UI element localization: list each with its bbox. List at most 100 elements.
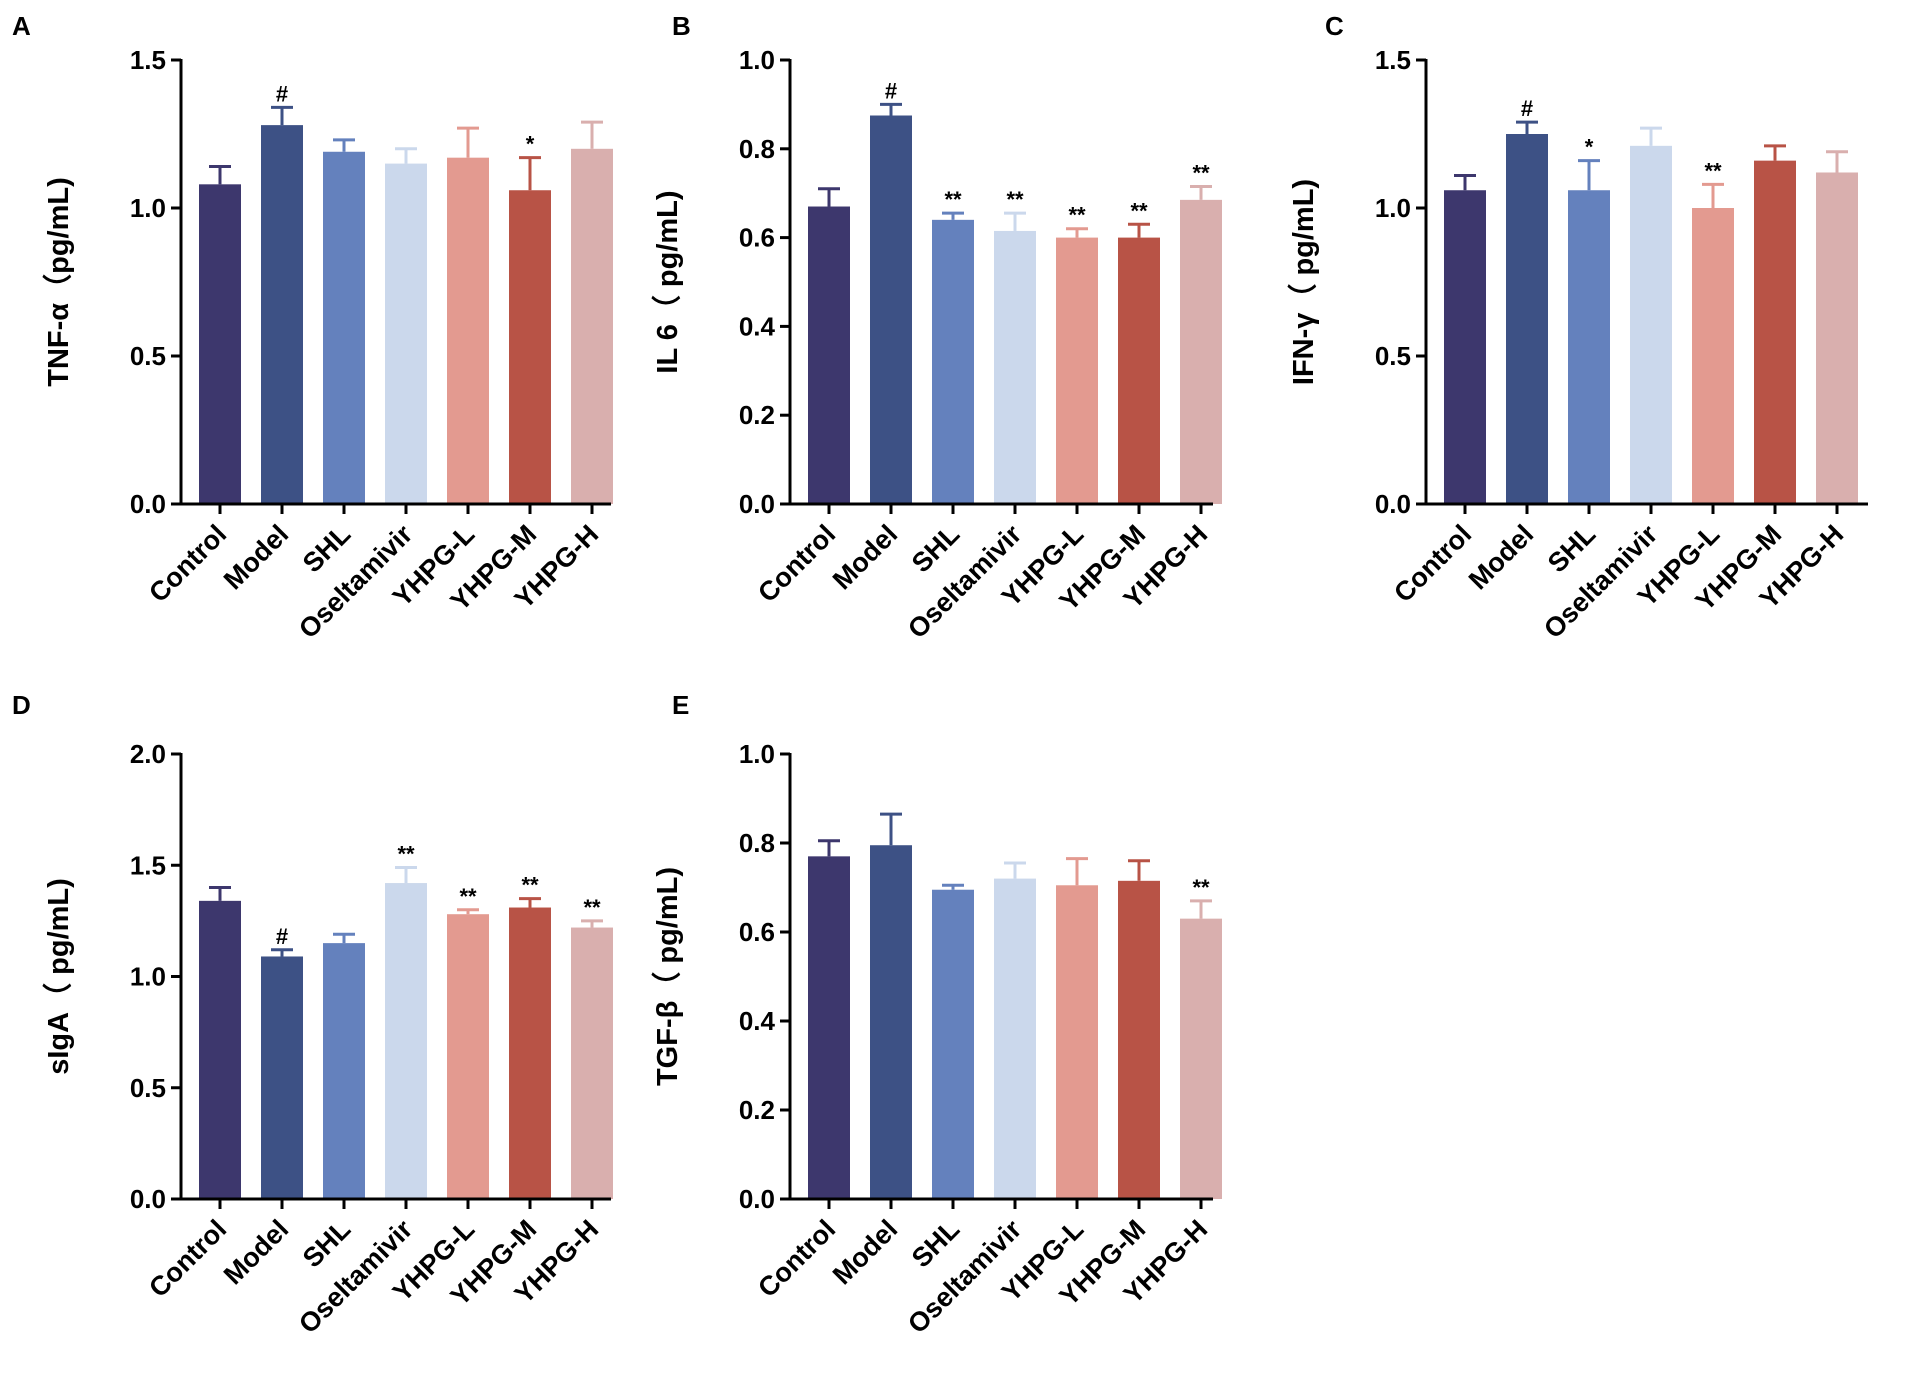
significance-mark: ** [521,873,539,898]
bar-yhpg-m [1754,160,1796,504]
y-tick-label: 0.4 [739,311,776,341]
y-axis-title: IFN-γ（ pg/mL) [1287,179,1320,385]
bar-control [1444,190,1486,505]
y-tick-label: 0.6 [739,223,775,253]
bar-yhpg-h [1180,918,1222,1199]
bar-yhpg-l [447,157,489,504]
significance-mark: ** [1130,198,1148,223]
y-tick-label: 0.5 [130,1073,166,1103]
bar-yhpg-l [1056,885,1098,1199]
y-axis-title: TGF-β（ pg/mL) [651,867,684,1086]
y-tick-label: 1.0 [739,45,775,75]
significance-mark: ** [1068,203,1086,228]
bar-model [870,845,912,1199]
bar-shl [932,889,974,1199]
bar-control [199,900,241,1199]
significance-mark: ** [1006,187,1024,212]
category-label: Control [752,1214,841,1303]
y-tick-label: 0.2 [739,400,775,430]
panel-letter: C [1325,11,1344,41]
y-tick-label: 0.0 [739,489,775,519]
y-axis-title: TNF-α（pg/mL) [42,177,75,387]
y-tick-label: 1.0 [130,962,166,992]
significance-mark: * [526,132,535,157]
bar-shl [323,943,365,1199]
panel-letter: D [12,690,31,720]
y-axis-title: IL 6（ pg/mL) [651,190,684,373]
y-tick-label: 2.0 [130,739,166,769]
bar-control [199,184,241,504]
category-label: Model [827,1214,903,1290]
panel-letter: E [672,690,689,720]
panel-letter: A [12,11,31,41]
bar-yhpg-l [447,914,489,1199]
significance-mark: # [885,78,897,103]
significance-mark: # [1521,96,1533,121]
significance-mark: ** [459,884,477,909]
category-label: Model [218,519,294,595]
y-tick-label: 1.0 [130,193,166,223]
category-label: Control [143,519,232,608]
bar-model [1506,134,1548,504]
category-label: Model [1463,519,1539,595]
y-axis-title: sIgA（ pg/mL) [42,878,75,1075]
panel-letter: B [672,11,691,41]
bar-control [808,856,850,1199]
bar-shl [323,151,365,504]
y-tick-label: 0.8 [739,828,775,858]
significance-mark: * [1585,135,1594,160]
significance-mark: # [276,81,288,106]
bar-oseltamivir [1630,145,1672,504]
bar-yhpg-h [571,927,613,1199]
y-tick-label: 0.5 [130,341,166,371]
chart-panel-b: B # ** ** ** ** ** 0.0 0.2 0.4 0.6 0.8 1.0 ControlMod… [651,11,1222,644]
category-label: Control [143,1214,232,1303]
significance-mark: ** [583,895,601,920]
y-tick-label: 0.2 [739,1095,775,1125]
bar-model [261,956,303,1199]
bar-yhpg-h [1816,172,1858,505]
y-tick-label: 0.0 [130,1184,166,1214]
y-tick-label: 0.4 [739,1006,776,1036]
y-tick-label: 0.0 [1375,489,1411,519]
category-label: Model [218,1214,294,1290]
bar-yhpg-m [509,907,551,1199]
bar-oseltamivir [385,163,427,504]
bar-model [870,115,912,504]
bar-yhpg-m [1118,880,1160,1199]
y-tick-label: 1.5 [1375,45,1411,75]
y-tick-label: 1.5 [130,850,166,880]
bar-shl [1568,190,1610,505]
category-label: Control [752,519,841,608]
bar-oseltamivir [385,883,427,1199]
significance-mark: ** [1704,158,1722,183]
y-tick-label: 1.0 [1375,193,1411,223]
y-tick-label: 0.5 [1375,341,1411,371]
significance-mark: ** [944,187,962,212]
y-tick-label: 1.5 [130,45,166,75]
y-tick-label: 1.0 [739,739,775,769]
bar-yhpg-m [1118,237,1160,504]
bar-oseltamivir [994,878,1036,1199]
bar-yhpg-h [571,148,613,505]
significance-mark: ** [1192,875,1210,900]
y-tick-label: 0.0 [130,489,166,519]
bar-yhpg-m [509,190,551,505]
y-tick-label: 0.8 [739,134,775,164]
category-label: Model [827,519,903,595]
bar-yhpg-h [1180,199,1222,505]
significance-mark: # [276,924,288,949]
bar-shl [932,219,974,504]
y-tick-label: 0.0 [739,1184,775,1214]
bar-oseltamivir [994,230,1036,504]
category-label: Control [1388,519,1477,608]
bar-control [808,206,850,504]
significance-mark: ** [397,841,415,866]
significance-mark: ** [1192,161,1210,186]
bar-model [261,125,303,505]
